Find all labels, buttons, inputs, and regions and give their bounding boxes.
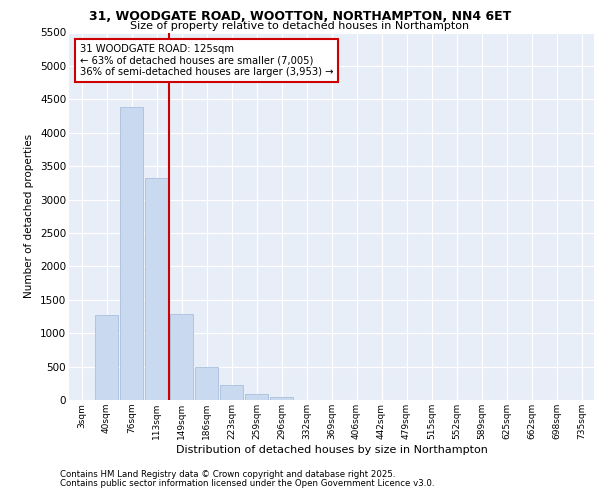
Text: Contains HM Land Registry data © Crown copyright and database right 2025.: Contains HM Land Registry data © Crown c… xyxy=(60,470,395,479)
Text: 31, WOODGATE ROAD, WOOTTON, NORTHAMPTON, NN4 6ET: 31, WOODGATE ROAD, WOOTTON, NORTHAMPTON,… xyxy=(89,10,511,23)
X-axis label: Distribution of detached houses by size in Northampton: Distribution of detached houses by size … xyxy=(176,444,487,454)
Bar xyxy=(120,108,143,400)
Bar xyxy=(145,178,168,400)
Bar xyxy=(220,384,243,400)
Bar xyxy=(195,366,218,400)
Y-axis label: Number of detached properties: Number of detached properties xyxy=(25,134,34,298)
Text: 31 WOODGATE ROAD: 125sqm
← 63% of detached houses are smaller (7,005)
36% of sem: 31 WOODGATE ROAD: 125sqm ← 63% of detach… xyxy=(79,44,333,76)
Bar xyxy=(245,394,268,400)
Text: Size of property relative to detached houses in Northampton: Size of property relative to detached ho… xyxy=(130,21,470,31)
Bar xyxy=(270,398,293,400)
Bar xyxy=(95,315,118,400)
Bar xyxy=(170,314,193,400)
Text: Contains public sector information licensed under the Open Government Licence v3: Contains public sector information licen… xyxy=(60,478,434,488)
